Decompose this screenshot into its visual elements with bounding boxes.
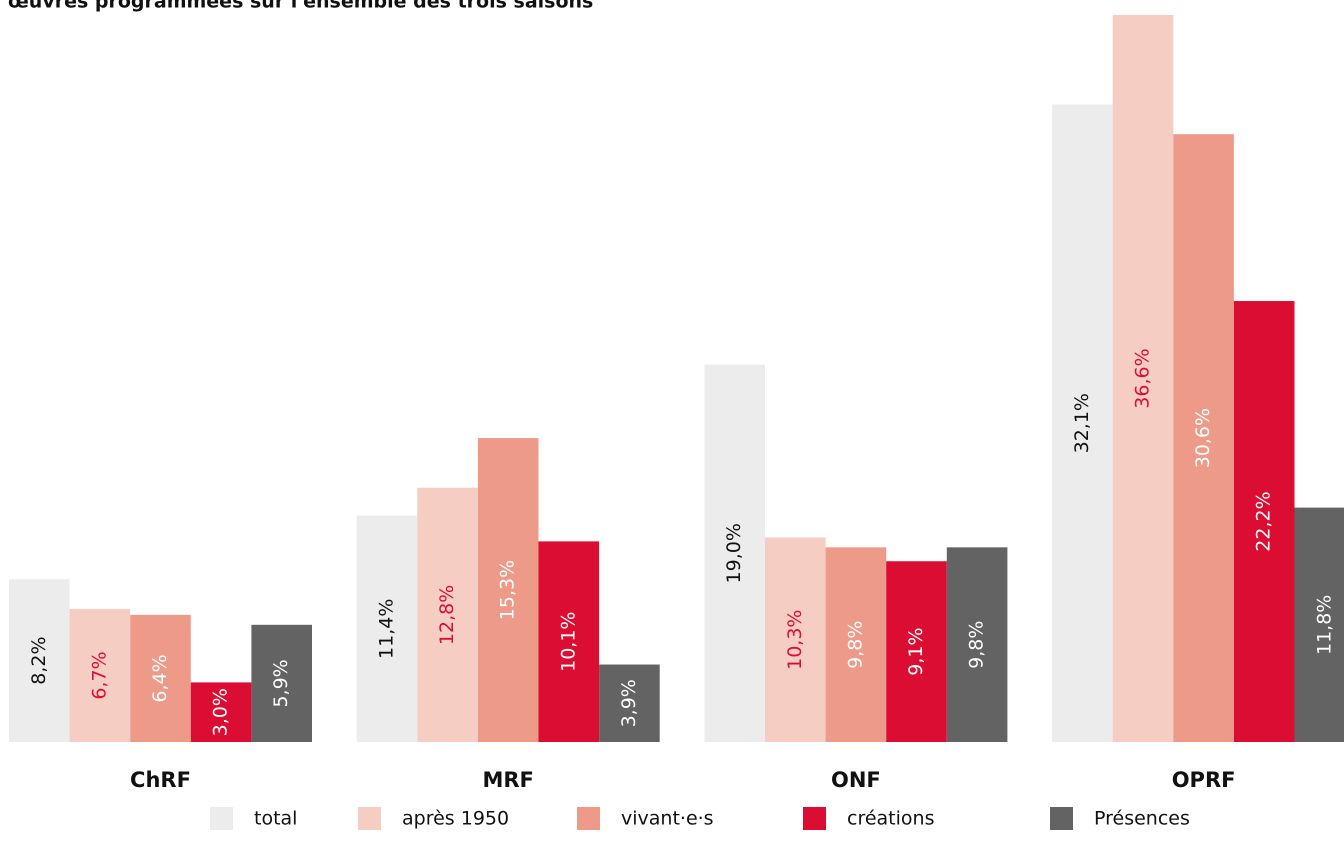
x-tick-label: OPRF (1172, 768, 1236, 792)
bar (1173, 134, 1234, 743)
bar (886, 561, 947, 742)
value-label: 9,8% (844, 621, 866, 669)
bar (477, 438, 539, 742)
legend-label: total (254, 808, 297, 830)
bar (946, 547, 1008, 742)
bar (130, 614, 191, 742)
legend-swatch (358, 807, 381, 830)
bar (9, 579, 70, 742)
value-label: 5,9% (270, 659, 292, 707)
bar (1294, 507, 1344, 742)
value-label: 9,8% (966, 621, 988, 669)
x-tick-label: ChRF (130, 768, 191, 792)
bar (190, 682, 252, 742)
value-label: 12,8% (436, 585, 458, 645)
chart-title: œuvres programmées sur l'ensemble des tr… (8, 0, 593, 13)
value-label: 15,3% (497, 560, 519, 620)
value-label: 32,1% (1071, 393, 1093, 453)
x-tick-label: ONF (831, 768, 881, 792)
value-label: 6,7% (88, 651, 110, 699)
value-label: 30,6% (1192, 408, 1214, 468)
legend-swatch (210, 807, 233, 830)
value-label: 10,1% (557, 612, 579, 672)
bar (825, 547, 887, 742)
bar (251, 624, 312, 742)
value-label: 22,2% (1253, 491, 1275, 551)
legend-label: Présences (1094, 808, 1190, 830)
value-label: 10,3% (784, 610, 806, 670)
legend-swatch (577, 807, 600, 830)
bar (765, 537, 826, 742)
value-label: 19,0% (723, 523, 745, 583)
value-label: 11,8% (1313, 595, 1335, 655)
bar (1112, 15, 1174, 742)
legend-swatch (1050, 807, 1073, 830)
bar (69, 608, 131, 742)
bar (599, 664, 660, 742)
legend-label: après 1950 (402, 808, 509, 830)
x-tick-label: MRF (482, 768, 533, 792)
legend-label: créations (847, 808, 934, 830)
value-label: 3,9% (618, 679, 640, 727)
bar (1233, 301, 1295, 742)
bar (538, 541, 600, 742)
value-label: 6,4% (149, 654, 171, 702)
legend-swatch (803, 807, 826, 830)
value-label: 9,1% (905, 627, 927, 675)
value-label: 8,2% (28, 636, 50, 684)
bar (417, 487, 478, 742)
value-label: 3,0% (210, 688, 232, 736)
value-label: 11,4% (376, 599, 398, 659)
bar (356, 515, 418, 742)
value-label: 36,6% (1132, 348, 1154, 408)
bar (1052, 104, 1113, 742)
legend-label: vivant·e·s (621, 808, 714, 830)
bar (704, 364, 765, 742)
